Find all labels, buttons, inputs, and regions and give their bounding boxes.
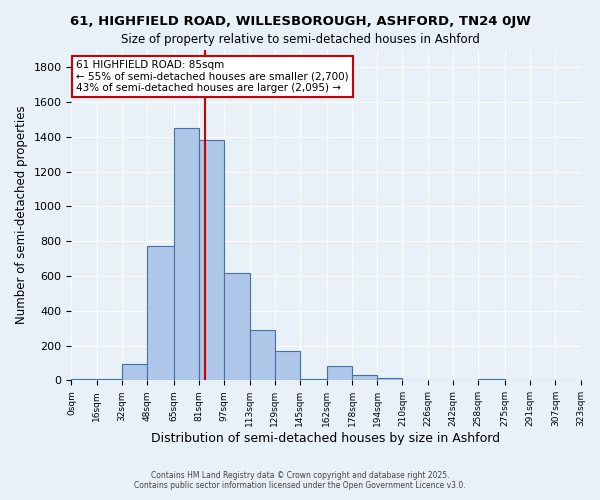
Text: 61 HIGHFIELD ROAD: 85sqm
← 55% of semi-detached houses are smaller (2,700)
43% o: 61 HIGHFIELD ROAD: 85sqm ← 55% of semi-d… <box>76 60 349 93</box>
Bar <box>224 274 250 380</box>
Bar <box>147 246 174 380</box>
Bar <box>250 330 275 380</box>
X-axis label: Distribution of semi-detached houses by size in Ashford: Distribution of semi-detached houses by … <box>151 432 500 445</box>
Bar <box>275 351 300 380</box>
Bar <box>327 366 352 380</box>
Bar <box>174 128 199 380</box>
Text: Contains HM Land Registry data © Crown copyright and database right 2025.
Contai: Contains HM Land Registry data © Crown c… <box>134 470 466 490</box>
Text: 61, HIGHFIELD ROAD, WILLESBOROUGH, ASHFORD, TN24 0JW: 61, HIGHFIELD ROAD, WILLESBOROUGH, ASHFO… <box>70 15 530 28</box>
Y-axis label: Number of semi-detached properties: Number of semi-detached properties <box>15 106 28 324</box>
Bar <box>71 378 97 380</box>
Bar <box>199 140 224 380</box>
Bar <box>377 378 403 380</box>
Text: Size of property relative to semi-detached houses in Ashford: Size of property relative to semi-detach… <box>121 32 479 46</box>
Bar <box>122 364 147 380</box>
Bar <box>352 375 377 380</box>
